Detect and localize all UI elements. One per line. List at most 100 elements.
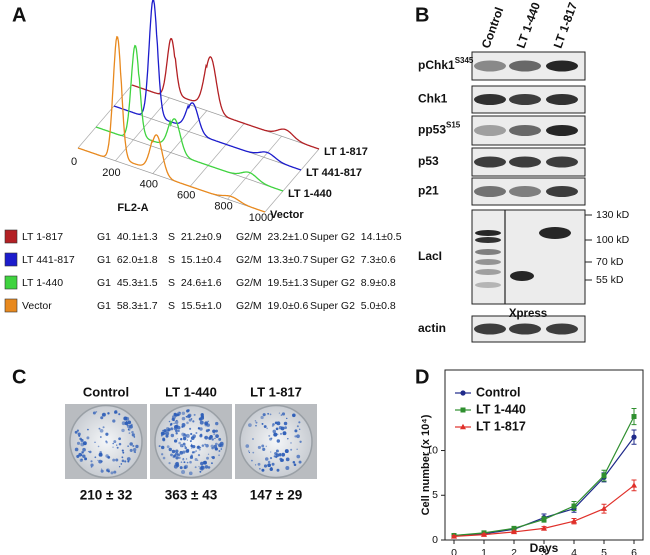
axis-tick-label: 200 (102, 167, 120, 179)
colony (195, 432, 198, 434)
colony (272, 429, 277, 434)
data-point (571, 503, 577, 509)
data-point (511, 528, 517, 535)
legend-swatch (4, 229, 18, 244)
colony (263, 464, 268, 468)
colony (102, 426, 105, 429)
colony (280, 414, 283, 416)
colony (92, 411, 96, 415)
colony (299, 428, 301, 430)
legend-stat: Super G2 8.9±0.8 (310, 277, 396, 289)
legend-stat: Super G2 5.0±0.8 (310, 300, 396, 312)
colony (135, 444, 139, 449)
legend-stat: S 21.2±0.9 (168, 231, 222, 243)
colony (90, 463, 94, 467)
colony (252, 451, 255, 454)
legend-stat: G1 62.0±1.8 (97, 254, 158, 266)
blot-band (546, 94, 578, 105)
colony (179, 443, 184, 448)
legend-stat: G2/M 19.5±1.3 (236, 277, 308, 289)
lane-label: LT 1-440 (514, 0, 544, 50)
colony (183, 461, 186, 464)
blot-panel (471, 209, 586, 305)
blot-band (474, 156, 506, 168)
colony (134, 451, 137, 454)
colony (197, 427, 201, 430)
colony (175, 432, 178, 435)
colony (125, 416, 130, 421)
colony (213, 433, 216, 436)
y-tick-label: 0 (432, 534, 438, 546)
colony (268, 434, 271, 437)
colony (127, 420, 132, 425)
colony (199, 420, 204, 425)
colony (264, 457, 269, 461)
colony (276, 439, 281, 443)
colony (110, 471, 114, 475)
colony (215, 429, 218, 433)
blot-name: p53 (418, 154, 439, 168)
blot-sublabel: Xpress (509, 308, 547, 320)
colony (204, 443, 206, 446)
colony (175, 449, 179, 453)
colony (198, 465, 200, 468)
legend-swatch (4, 275, 18, 290)
panel-letter: D (415, 366, 429, 388)
colony (261, 422, 264, 425)
blot-label: LacI (418, 249, 442, 263)
colony (174, 420, 179, 425)
colony (97, 445, 100, 448)
blot-band (509, 125, 541, 136)
blot-label: pp53S15 (418, 121, 461, 137)
x-tick-label: 3 (541, 547, 547, 555)
colony (177, 411, 181, 416)
legend-stat: G1 58.3±1.7 (97, 300, 158, 312)
colony (207, 428, 211, 432)
colony (275, 449, 279, 453)
colony (292, 460, 296, 464)
legend-stat: S 24.6±1.6 (168, 277, 222, 289)
colony (76, 429, 79, 432)
colony (186, 439, 189, 441)
marker-label: 100 kD (596, 234, 630, 246)
baseline (113, 105, 302, 171)
colony (74, 447, 79, 452)
colony (206, 456, 209, 460)
colony (169, 423, 172, 427)
colony (248, 423, 252, 427)
colony (179, 466, 183, 470)
colony (113, 440, 117, 444)
legend-name: Vector (22, 300, 52, 312)
colony (99, 428, 104, 433)
depth-grid (264, 148, 320, 213)
colony (188, 418, 192, 422)
colony (165, 427, 170, 431)
legend-marker (460, 407, 466, 413)
colony (129, 442, 133, 446)
x-tick-label: 2 (511, 547, 517, 555)
colony (177, 453, 181, 457)
colony-count: 210 ± 32 (80, 488, 132, 503)
colony (181, 469, 186, 474)
colony (218, 450, 221, 452)
legend-marker (460, 423, 466, 430)
colony (255, 425, 257, 427)
colony (285, 466, 290, 470)
colony (219, 443, 224, 448)
colony (127, 428, 130, 431)
blot-name: LacI (418, 249, 442, 263)
colony (98, 452, 103, 457)
baseline (131, 84, 320, 150)
blot-band (474, 186, 506, 197)
colony (194, 457, 198, 461)
colony (290, 448, 293, 451)
colony (296, 434, 300, 439)
colony (179, 451, 184, 455)
blot-label: p53 (418, 154, 439, 168)
colony (187, 413, 192, 418)
colony (276, 421, 281, 426)
legend-stat: S 15.1±0.4 (168, 254, 222, 266)
blot-band (539, 227, 571, 239)
data-point (511, 525, 517, 531)
